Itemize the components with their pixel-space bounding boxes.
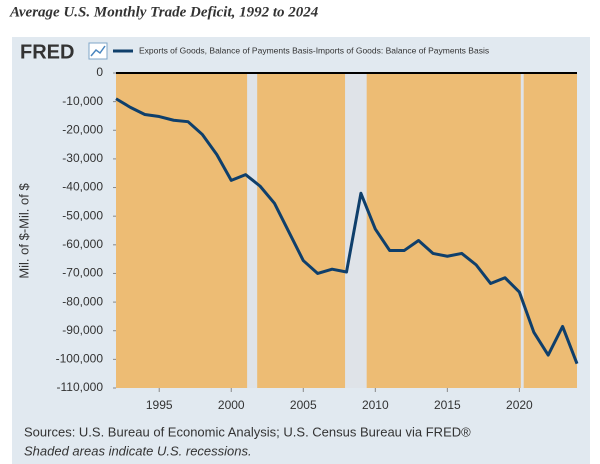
- legend-label: Exports of Goods, Balance of Payments Ba…: [139, 45, 489, 55]
- data-line: [115, 97, 579, 365]
- x-tick-label: 2020: [506, 398, 533, 412]
- y-tick-label: -20,000: [62, 122, 103, 136]
- source: Sources: U.S. Bureau of Economic Analysi…: [24, 424, 471, 439]
- chart-title: Average U.S. Monthly Trade Deficit, 1992…: [9, 4, 319, 20]
- y-tick-label: -60,000: [62, 237, 103, 251]
- y-tick-label: -10,000: [62, 94, 103, 108]
- logo: FRED: [20, 41, 74, 63]
- x-tick-label: 1995: [146, 398, 173, 412]
- y-tick-label: -80,000: [62, 294, 103, 308]
- recession-band: [520, 73, 524, 388]
- y-tick-label: -90,000: [62, 323, 103, 337]
- logo-icon: [88, 42, 108, 60]
- x-tick-label: 2010: [362, 398, 389, 412]
- y-tick-label: -100,000: [56, 352, 104, 366]
- y-tick-label: -50,000: [62, 208, 103, 222]
- y-tick-label: -110,000: [57, 380, 104, 394]
- y-tick-label: 0: [96, 65, 103, 79]
- recession-band: [345, 73, 367, 388]
- x-tick-label: 2015: [434, 398, 461, 412]
- y-tick-label: -30,000: [62, 151, 103, 165]
- y-axis-label: Mil. of $-Mil. of $: [16, 183, 31, 279]
- y-tick-label: -70,000: [62, 266, 103, 280]
- x-tick-label: 2000: [218, 398, 245, 412]
- x-tick-label: 2005: [290, 398, 317, 412]
- recession-band: [247, 73, 258, 388]
- note: Shaded areas indicate U.S. recessions.: [24, 443, 252, 458]
- y-tick-label: -40,000: [62, 180, 103, 194]
